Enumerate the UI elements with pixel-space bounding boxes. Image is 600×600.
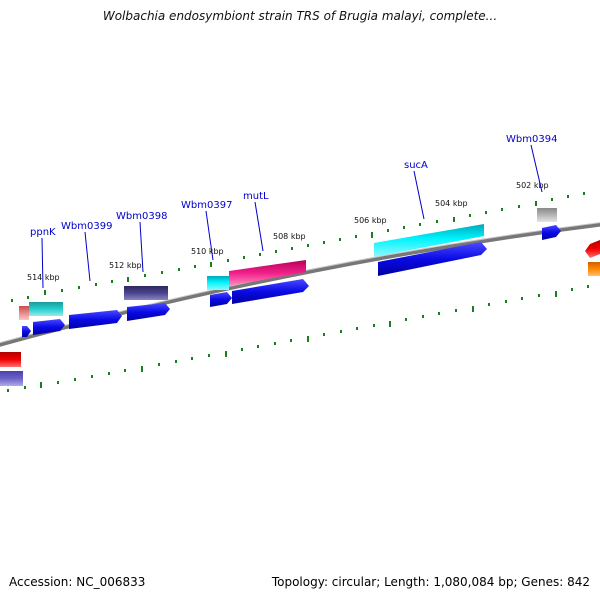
cds-arrow-sucA <box>378 242 487 276</box>
leader-wbm0399 <box>84 231 91 282</box>
cds-arrow-wbm0394 <box>542 225 561 240</box>
map-title: Wolbachia endosymbiont strain TRS of Bru… <box>102 9 498 23</box>
feature-track <box>0 208 600 386</box>
feature-salmon <box>19 306 29 320</box>
gene-label-wbm0394[interactable]: Wbm0394 <box>506 134 557 145</box>
cds-arrow-mutL <box>232 279 309 304</box>
gene-label-wbm0398[interactable]: Wbm0398 <box>116 211 167 222</box>
cds-arrow-1 <box>22 326 31 337</box>
cds-arrow-wbm0399 <box>69 310 122 329</box>
cds-track <box>22 225 561 337</box>
scale-label-508: 508 kbp <box>273 232 306 241</box>
feature-cyan-wbm0397 <box>207 276 229 290</box>
feature-cyan-sucA <box>374 224 484 257</box>
feature-lavender-left <box>0 371 23 386</box>
scale-label-510: 510 kbp <box>191 247 224 256</box>
gene-label-mutL[interactable]: mutL <box>243 191 269 202</box>
cds-arrow-ppnK <box>33 319 65 335</box>
feature-orange-right <box>588 262 600 276</box>
feature-grey-wbm0394 <box>537 208 557 222</box>
leader-mutL <box>254 201 264 252</box>
leader-wbm0397 <box>205 210 214 261</box>
feature-magenta-mutL <box>229 260 306 286</box>
genome-stats-text: Topology: circular; Length: 1,080,084 bp… <box>271 575 590 589</box>
scale-label-502: 502 kbp <box>516 181 549 190</box>
upper-scale-ticks <box>11 192 585 302</box>
feature-teal-ppnK <box>29 302 63 316</box>
gene-label-ppnK[interactable]: ppnK <box>30 227 56 238</box>
feature-red-left <box>0 352 21 367</box>
cds-arrow-wbm0397 <box>210 292 232 307</box>
accession-text: Accession: NC_006833 <box>9 575 146 589</box>
scale-label-504: 504 kbp <box>435 199 468 208</box>
gene-label-sucA[interactable]: sucA <box>404 160 428 171</box>
leader-wbm0394 <box>530 144 543 193</box>
leader-wbm0398 <box>139 221 144 273</box>
leader-ppnK <box>41 237 44 289</box>
leader-sucA <box>413 170 425 220</box>
scale-label-506: 506 kbp <box>354 216 387 225</box>
lower-scale-ticks <box>7 285 589 392</box>
gene-label-wbm0397[interactable]: Wbm0397 <box>181 200 232 211</box>
scale-label-512: 512 kbp <box>109 261 142 270</box>
feature-navy-wbm0398 <box>124 286 168 300</box>
feature-red-right <box>585 240 600 258</box>
gene-label-wbm0399[interactable]: Wbm0399 <box>61 221 112 232</box>
scale-label-514: 514 kbp <box>27 273 60 282</box>
cds-arrow-wbm0398 <box>127 303 170 321</box>
